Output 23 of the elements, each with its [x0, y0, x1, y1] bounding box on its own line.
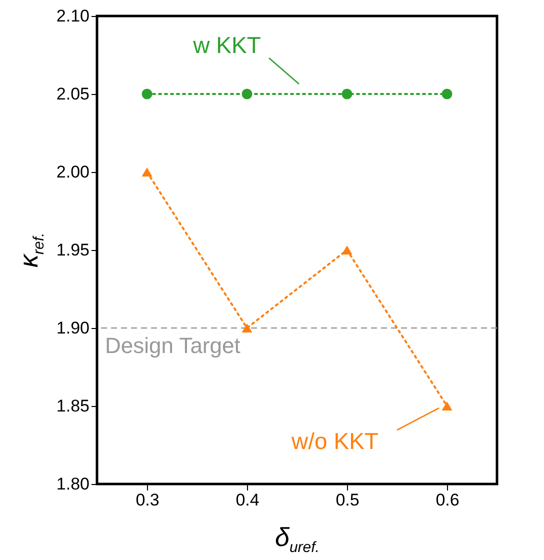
y-tick-label: 2.05	[56, 84, 90, 104]
y-tick-label: 1.85	[56, 396, 90, 416]
y-tick-label: 1.95	[56, 240, 90, 260]
point	[142, 88, 152, 100]
y-tick-label: 1.90	[56, 318, 90, 338]
ref-line-label: Design Target	[105, 333, 240, 358]
point	[242, 88, 252, 100]
x-tick-label: 0.4	[236, 490, 260, 510]
x-tick-label: 0.3	[136, 490, 160, 510]
point	[242, 323, 252, 333]
point	[142, 167, 152, 177]
series-label: w KKT	[192, 32, 261, 58]
point	[342, 245, 352, 255]
text: w/o KKT	[290, 428, 378, 454]
x-axis-title: δ$_{uref.}$	[275, 522, 320, 556]
point	[442, 88, 452, 100]
x-tick-label: 0.6	[436, 490, 460, 510]
point	[442, 401, 452, 411]
y-tick-label: 1.80	[56, 474, 90, 494]
y-tick-label: 2.10	[56, 6, 90, 26]
point	[342, 88, 352, 100]
y-tick-label: 2.00	[56, 162, 90, 182]
x-tick-label: 0.5	[336, 490, 360, 510]
